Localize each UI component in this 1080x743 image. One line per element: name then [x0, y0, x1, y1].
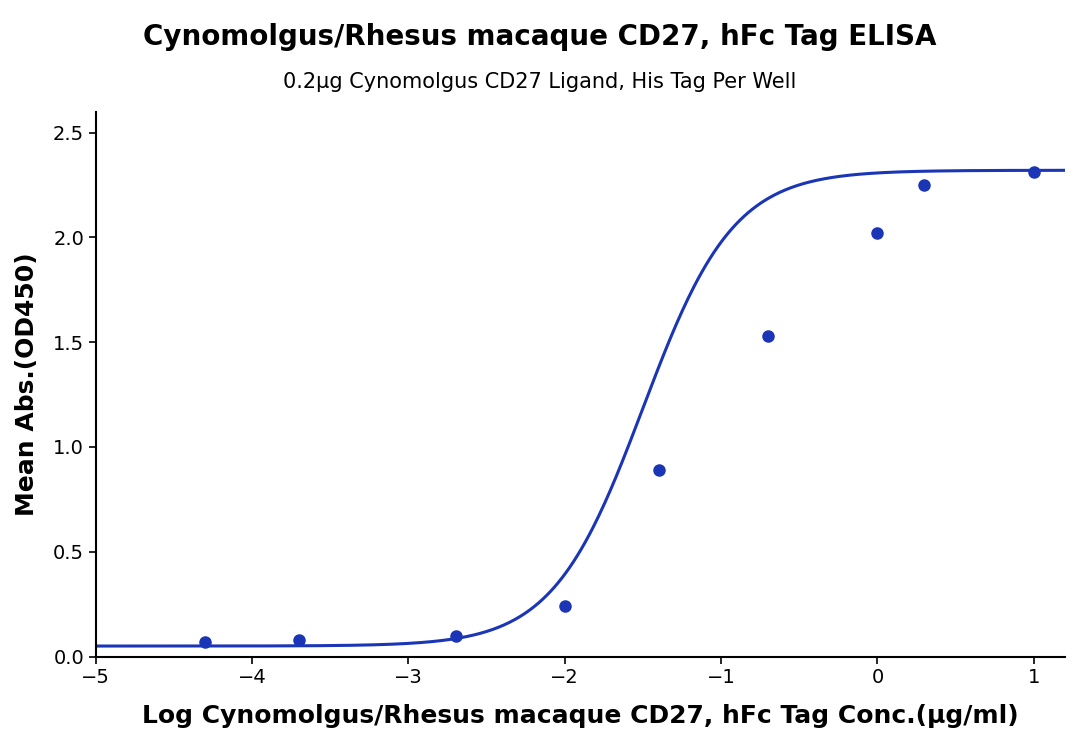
Y-axis label: Mean Abs.(OD450): Mean Abs.(OD450) [15, 252, 39, 516]
Text: Cynomolgus/Rhesus macaque CD27, hFc Tag ELISA: Cynomolgus/Rhesus macaque CD27, hFc Tag … [144, 23, 936, 51]
Text: 0.2μg Cynomolgus CD27 Ligand, His Tag Per Well: 0.2μg Cynomolgus CD27 Ligand, His Tag Pe… [283, 72, 797, 91]
X-axis label: Log Cynomolgus/Rhesus macaque CD27, hFc Tag Conc.(μg/ml): Log Cynomolgus/Rhesus macaque CD27, hFc … [143, 704, 1018, 728]
